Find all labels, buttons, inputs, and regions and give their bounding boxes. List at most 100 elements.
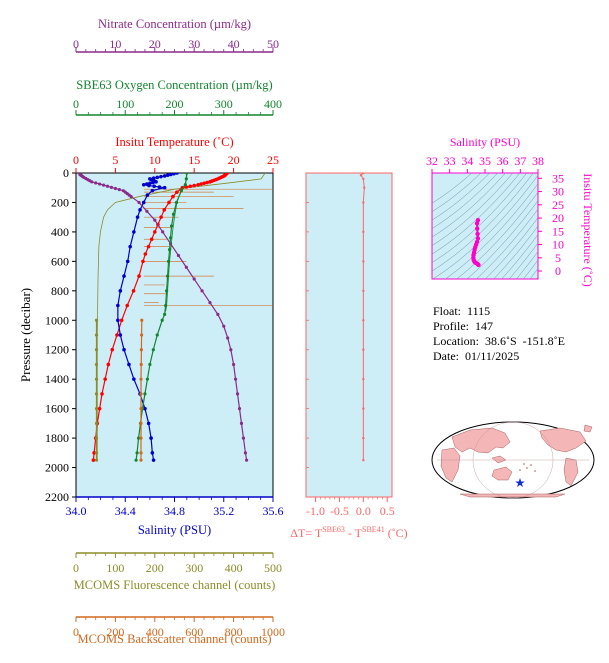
- temperature-point: [137, 274, 141, 278]
- fluorescence-point: [94, 392, 99, 396]
- density-contour: [432, 173, 482, 212]
- nitrate-axis-label: Nitrate Concentration (µm/kg): [98, 17, 251, 31]
- pressure-tick-label: 1600: [45, 402, 69, 416]
- profile-info-line: Profile: 147: [433, 319, 493, 334]
- oxygen-point: [184, 177, 188, 181]
- delta-t-point: [362, 173, 365, 175]
- delta-t-label-suffix: (˚C): [385, 526, 408, 540]
- backscatter-point: [139, 407, 143, 411]
- delta-t-point: [362, 407, 365, 410]
- density-contour: [493, 225, 538, 279]
- nitrate-point: [127, 193, 131, 197]
- oxygen-point: [143, 392, 147, 396]
- bottom-axes-group: 34.0 34.4 34.8 35.2 35.6 Salinity (PSU) 0 100 20…: [66, 496, 285, 646]
- nitrate-point: [192, 277, 196, 281]
- temperature-point: [196, 182, 200, 187]
- delta-t-tick-label: 0.0: [356, 504, 371, 518]
- salinity-point: [146, 421, 151, 426]
- density-contour: [432, 173, 528, 263]
- salinity-point: [116, 303, 120, 308]
- salinity-point: [150, 451, 155, 455]
- map-graticule: [437, 421, 589, 499]
- temperature-point: [146, 244, 151, 249]
- fluorescence-tick-label: 300: [185, 561, 203, 575]
- nitrate-point: [161, 230, 165, 234]
- float-location-star-icon: [515, 478, 525, 487]
- ts-temperature-tick-label: 35: [552, 171, 564, 185]
- delta-t-point: [362, 458, 365, 462]
- backscatter-point: [140, 318, 144, 322]
- delta-t-point: [362, 319, 365, 322]
- temperature-point: [202, 181, 206, 186]
- salinity-point: [159, 174, 163, 179]
- fluorescence-tick-label: 500: [264, 561, 282, 575]
- fluorescence-point: [94, 318, 99, 322]
- delta-t-point: [359, 174, 363, 177]
- pressure-tick-label: 1200: [45, 343, 69, 357]
- location-label: Location:: [433, 334, 479, 348]
- location-value: 38.6˚S -151.8˚E: [484, 334, 565, 348]
- temperature-point: [188, 184, 193, 189]
- main-series-group: [78, 173, 273, 462]
- salinity-point: [141, 200, 146, 205]
- density-contours: [432, 173, 538, 279]
- nitrate-point: [137, 200, 141, 205]
- temperature-point: [205, 180, 209, 185]
- temperature-point: [131, 289, 136, 293]
- temperature-point: [115, 333, 119, 337]
- oxygen-point: [151, 348, 155, 352]
- oxygen-point: [134, 458, 138, 462]
- density-contour: [466, 200, 538, 279]
- salinity-point: [175, 173, 179, 175]
- oxygen-point: [148, 362, 152, 367]
- temperature-point: [92, 451, 96, 455]
- fluorescence-tick-label: 0: [73, 561, 79, 575]
- pressure-tick-label: 0: [63, 166, 69, 180]
- nitrate-point: [222, 324, 226, 328]
- nitrate-point: [88, 179, 92, 183]
- backscatter-axis-label: MCOMS Backscatter channel (counts): [77, 632, 271, 646]
- delta-t-point: [363, 186, 366, 189]
- map-island-dots: [519, 463, 536, 472]
- temperature-point: [100, 392, 104, 396]
- salinity-point: [127, 362, 131, 367]
- delta-t-axis: -1.0 -0.5 0.0 0.5: [306, 172, 395, 518]
- salinity-tick-label: 35.6: [263, 504, 284, 518]
- nitrate-point: [145, 209, 149, 213]
- ts-temperature-tick-label: 0: [555, 264, 561, 278]
- nitrate-point: [200, 289, 204, 293]
- oxygen-point: [164, 303, 168, 308]
- ts-point: [475, 226, 480, 231]
- delta-t-label-sup1: SBE63: [322, 525, 345, 534]
- nitrate-point: [105, 184, 110, 188]
- delta-t-label-prefix: ΔT= T: [290, 526, 323, 540]
- backscatter-point: [140, 333, 144, 337]
- ts-temperature-tick-label: 20: [552, 211, 564, 225]
- nitrate-point: [101, 183, 106, 187]
- oxygen-point: [145, 377, 150, 381]
- backscatter-tick-label: 200: [106, 625, 124, 639]
- delta-t-point: [362, 377, 365, 381]
- temperature-point: [171, 194, 175, 199]
- oxygen-point: [168, 236, 173, 240]
- oxygen-point: [166, 259, 171, 263]
- backscatter-point: [139, 451, 143, 455]
- density-contour: [432, 173, 521, 255]
- fluorescence-axis-label: MCOMS Fluorescence channel (counts): [74, 578, 276, 592]
- backscatter-point: [139, 436, 143, 440]
- salinity-point: [151, 180, 155, 185]
- nitrate-tick-label: 20: [149, 37, 161, 51]
- temperature-tick-label: 0: [73, 153, 79, 167]
- nitrate-point: [153, 218, 157, 222]
- backscatter-tick-label: 600: [185, 625, 203, 639]
- density-contour: [432, 173, 506, 238]
- profile-label: Profile:: [433, 319, 469, 333]
- nitrate-point: [233, 377, 238, 381]
- oxygen-point: [183, 183, 187, 187]
- fluorescence-tick-label: 400: [225, 561, 243, 575]
- oxygen-point: [171, 212, 176, 216]
- pressure-tick-label: 2000: [45, 461, 69, 475]
- oxygen-point: [179, 189, 183, 193]
- backscatter-point: [139, 377, 143, 381]
